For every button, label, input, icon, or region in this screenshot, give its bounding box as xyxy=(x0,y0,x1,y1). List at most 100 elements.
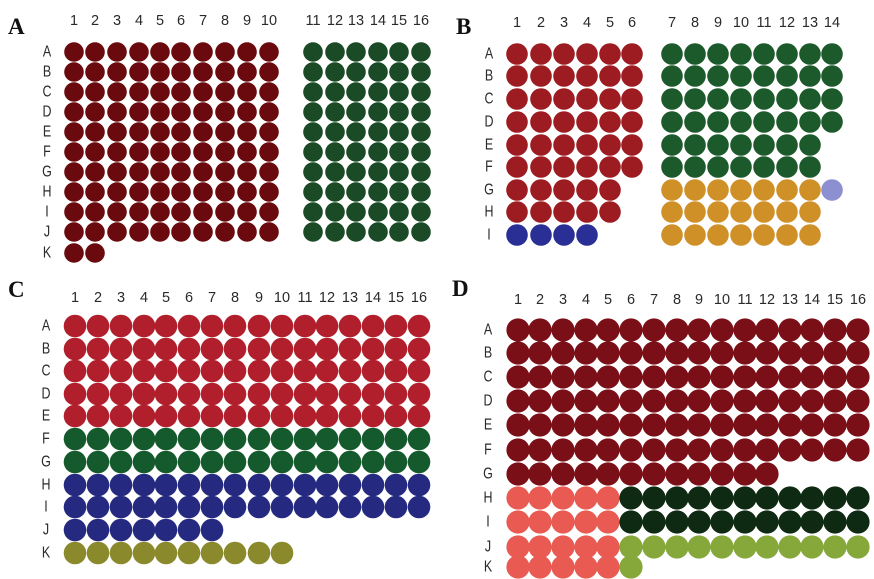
well xyxy=(846,438,870,462)
well xyxy=(778,389,802,413)
well xyxy=(407,495,431,519)
well xyxy=(574,555,598,579)
well xyxy=(389,82,409,102)
well xyxy=(733,389,757,413)
well xyxy=(506,535,530,559)
well xyxy=(107,82,127,102)
well xyxy=(642,438,666,462)
well xyxy=(223,473,247,497)
well xyxy=(107,62,127,82)
column-label: 6 xyxy=(627,292,635,308)
well xyxy=(325,142,345,162)
well xyxy=(63,337,87,361)
well xyxy=(707,134,729,156)
well xyxy=(528,341,552,365)
well xyxy=(171,122,191,142)
well xyxy=(346,122,366,142)
well xyxy=(596,486,620,510)
well xyxy=(338,404,362,428)
well xyxy=(177,337,201,361)
well xyxy=(129,182,149,202)
well xyxy=(389,102,409,122)
well xyxy=(576,224,598,246)
well xyxy=(576,88,598,110)
well xyxy=(150,162,170,182)
well xyxy=(800,438,824,462)
column-label: 8 xyxy=(673,292,681,308)
well xyxy=(687,510,711,534)
well xyxy=(506,224,528,246)
column-label: 6 xyxy=(185,290,193,306)
well xyxy=(506,134,528,156)
row-label: I xyxy=(487,226,490,244)
well xyxy=(215,142,235,162)
well xyxy=(755,341,779,365)
well xyxy=(247,359,271,383)
column-label: 1 xyxy=(514,292,522,308)
well xyxy=(707,179,729,201)
well xyxy=(596,365,620,389)
well xyxy=(551,535,575,559)
row-label: J xyxy=(43,521,49,539)
well xyxy=(171,202,191,222)
well xyxy=(154,337,178,361)
well xyxy=(530,43,552,65)
well xyxy=(755,365,779,389)
well xyxy=(599,43,621,65)
row-label: C xyxy=(41,362,50,380)
well xyxy=(150,42,170,62)
well xyxy=(64,122,84,142)
well xyxy=(325,42,345,62)
well xyxy=(200,518,224,542)
well xyxy=(530,65,552,87)
well xyxy=(303,162,323,182)
well xyxy=(684,88,706,110)
well xyxy=(553,201,575,223)
well xyxy=(800,365,824,389)
row-label: A xyxy=(484,321,493,339)
well xyxy=(551,341,575,365)
well xyxy=(150,182,170,202)
well xyxy=(368,202,388,222)
well xyxy=(270,495,294,519)
well xyxy=(753,179,775,201)
well xyxy=(293,473,317,497)
well xyxy=(193,122,213,142)
well xyxy=(684,201,706,223)
well xyxy=(293,450,317,474)
well xyxy=(177,382,201,406)
well xyxy=(506,555,530,579)
well xyxy=(642,413,666,437)
well xyxy=(384,495,408,519)
well xyxy=(325,62,345,82)
column-label: 4 xyxy=(582,292,590,308)
well xyxy=(346,82,366,102)
well xyxy=(346,162,366,182)
well xyxy=(270,450,294,474)
well xyxy=(665,413,689,437)
column-label: 2 xyxy=(94,290,102,306)
well xyxy=(411,102,431,122)
well xyxy=(755,462,779,486)
well xyxy=(361,495,385,519)
panel-label: A xyxy=(8,14,25,39)
well xyxy=(642,462,666,486)
well xyxy=(389,62,409,82)
well xyxy=(846,535,870,559)
well xyxy=(303,82,323,102)
row-label: H xyxy=(41,476,50,494)
well xyxy=(171,62,191,82)
well xyxy=(107,182,127,202)
well xyxy=(270,382,294,406)
well xyxy=(528,413,552,437)
column-label: 5 xyxy=(156,13,164,29)
row-label: K xyxy=(484,558,493,576)
well xyxy=(665,535,689,559)
well xyxy=(325,102,345,122)
well xyxy=(411,162,431,182)
well xyxy=(109,541,133,565)
well xyxy=(710,486,734,510)
well xyxy=(753,156,775,178)
row-label: F xyxy=(485,158,493,176)
column-label: 11 xyxy=(737,292,752,308)
